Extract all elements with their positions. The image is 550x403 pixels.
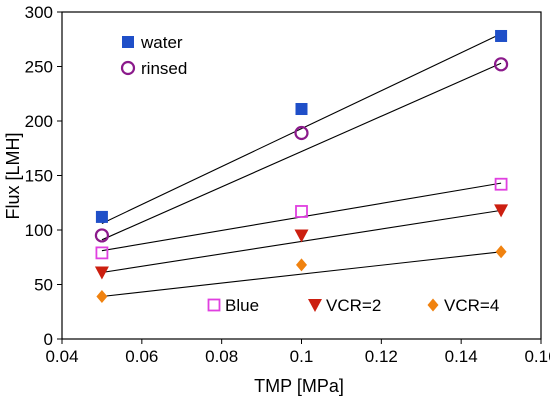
x-tick-label: 0.08 — [205, 347, 238, 366]
data-point-rinsed — [94, 228, 110, 243]
fit-line-rinsed — [101, 62, 502, 241]
data-point-blue — [95, 246, 109, 260]
x-tick-label: 0.16 — [524, 347, 550, 366]
x-tick-label: 0.14 — [445, 347, 478, 366]
legend-label-vcr-4: VCR=4 — [444, 296, 499, 315]
plot-frame — [61, 11, 542, 340]
legend-marker-water — [122, 36, 134, 48]
y-axis-title: Flux [LMH] — [3, 132, 23, 219]
data-point-vcr-4 — [96, 289, 108, 303]
data-point-water — [495, 29, 508, 42]
y-tick-label: 50 — [34, 276, 53, 295]
y-tick-label: 250 — [25, 58, 53, 77]
legend-marker-rinsed — [120, 60, 136, 76]
legend-marker-vcr-4 — [427, 298, 439, 312]
data-point-water — [295, 103, 308, 116]
data-point-vcr-2 — [94, 266, 109, 280]
data-point-blue — [295, 205, 308, 218]
legend-label-water: water — [140, 33, 183, 52]
y-tick-label: 0 — [44, 330, 53, 349]
data-point-vcr-4 — [296, 258, 307, 272]
data-point-vcr-2 — [294, 229, 309, 243]
data-point-rinsed — [493, 57, 509, 72]
axes: 0.04 0.06 0.08 0.1 0.12 0.14 0.16 0 50 100 150 200 2… — [25, 3, 550, 366]
data-markers — [94, 29, 509, 303]
y-tick-label: 150 — [25, 167, 53, 186]
legend-label-vcr-2: VCR=2 — [326, 296, 381, 315]
data-point-vcr-2 — [494, 204, 509, 218]
fit-line-vcr-4 — [101, 251, 502, 298]
y-tick-label: 100 — [25, 221, 53, 240]
data-point-blue — [494, 177, 508, 191]
x-axis-title: TMP [MPa] — [254, 376, 344, 396]
x-tick-label: 0.06 — [125, 347, 158, 366]
data-point-rinsed — [294, 125, 309, 141]
data-point-vcr-4 — [495, 245, 507, 259]
legend: water rinsed Blue VCR=2 VCR=4 — [120, 33, 499, 315]
x-tick-label: 0.1 — [290, 347, 314, 366]
legend-label-rinsed: rinsed — [141, 59, 187, 78]
legend-marker-blue — [207, 298, 221, 312]
y-tick-label: 300 — [25, 3, 53, 22]
legend-marker-vcr-2 — [308, 299, 322, 312]
fit-line-water — [101, 33, 502, 224]
x-tick-label: 0.04 — [45, 347, 78, 366]
x-tick-label: 0.12 — [365, 347, 398, 366]
legend-label-blue: Blue — [225, 296, 259, 315]
y-tick-label: 200 — [25, 112, 53, 131]
data-point-water — [95, 210, 108, 223]
